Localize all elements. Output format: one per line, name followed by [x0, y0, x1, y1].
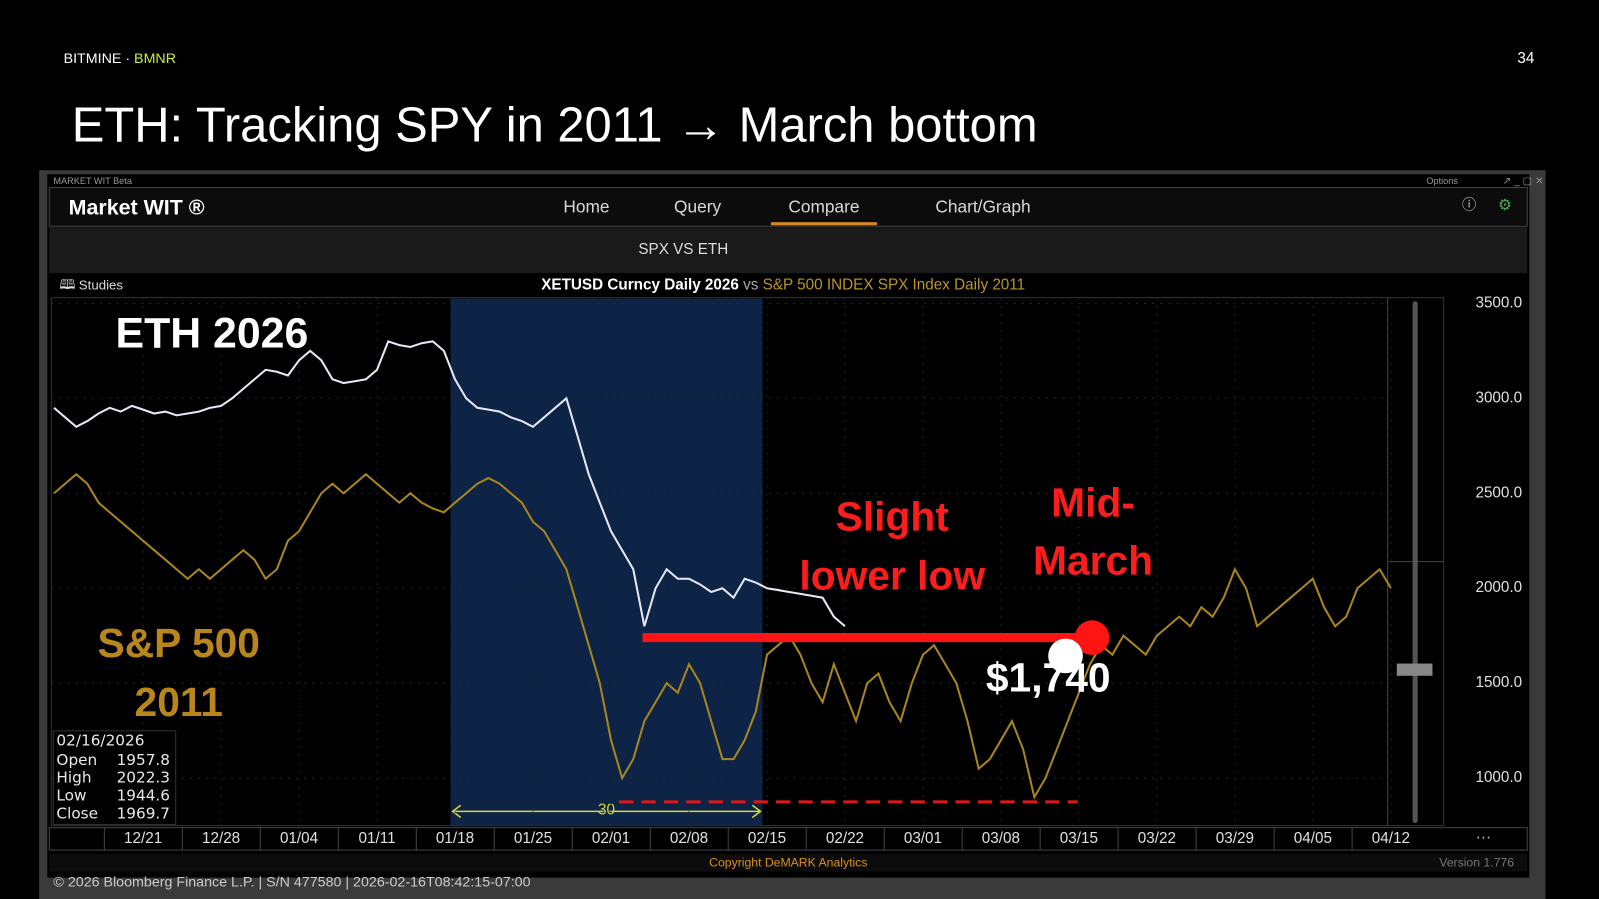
x-tick-label: 12/28: [202, 830, 240, 847]
annotation: ETH 2026: [116, 310, 309, 358]
annotation: 2011: [135, 679, 223, 725]
studies-label[interactable]: Studies: [79, 277, 124, 292]
annotation: Mid-: [1051, 479, 1135, 525]
separator: ·: [125, 51, 130, 67]
plot: 30 1000.0 1500.0 2000.0 2500.0 3000.0 3500.0 12…: [51, 294, 1522, 851]
nav-item[interactable]: Compare: [788, 197, 859, 217]
series-line: [53, 340, 846, 628]
arrow-head: [451, 804, 462, 819]
y-tick-label: 2500.0: [1475, 484, 1522, 501]
y-tick-label: 1000.0: [1475, 769, 1522, 786]
quote-value: 1957.8: [117, 751, 170, 769]
x-tick-label: 03/15: [1060, 830, 1098, 847]
status-bar: © 2026 Bloomberg Finance L.P. | S/N 4775…: [53, 874, 530, 890]
highlight-label: 30: [598, 801, 615, 818]
window-caption: MARKET WIT Beta: [53, 176, 132, 186]
annotation: lower low: [799, 553, 985, 599]
x-tick-label: 01/18: [436, 830, 474, 847]
x-tick-label: 03/22: [1138, 830, 1176, 847]
x-tick-label: 01/11: [359, 830, 396, 847]
x-tick-label: 04/05: [1294, 830, 1332, 847]
help-icon[interactable]: ⓘ: [1462, 197, 1476, 214]
vs: vs: [743, 276, 759, 293]
quote-box: [52, 730, 177, 826]
panel: [49, 227, 1528, 274]
annotation: Slight: [836, 494, 950, 540]
y-tick-label: 2000.0: [1475, 579, 1522, 596]
annotation: $1,740: [986, 655, 1111, 701]
quote-value: 1944.6: [117, 787, 170, 805]
nav: Home Query Compare Chart/Graph: [563, 197, 1031, 226]
chart-header: XETUSD Curncy Daily 2026 vs S&P 500 INDE…: [541, 276, 1025, 293]
x-tick-label: 12/21: [124, 830, 162, 847]
footer-bar: [49, 854, 1528, 872]
settings-icon[interactable]: ⚙: [1498, 197, 1512, 214]
app-name: Market WIT ®: [69, 196, 205, 220]
x-tick-label: 03/01: [904, 830, 942, 847]
quote-label: Open: [56, 751, 97, 769]
annotation: March: [1033, 537, 1153, 583]
status: © 2026 Bloomberg Finance L.P.: [53, 874, 254, 890]
legend-spx: S&P 500 INDEX SPX Index Daily 2011: [763, 276, 1026, 293]
y-tick-label: 3000.0: [1475, 389, 1522, 406]
x-tick-label: 03/08: [982, 830, 1020, 847]
quote-label: High: [56, 769, 91, 787]
x-tick-label: 01/04: [280, 830, 319, 847]
x-tick-label: 03/29: [1216, 830, 1254, 847]
window: [47, 174, 1530, 878]
quote-label: Low: [56, 787, 86, 805]
nav-active-underline: [770, 222, 877, 226]
annotation: S&P 500: [98, 620, 260, 666]
quote-value: 1969.7: [117, 804, 170, 822]
highlight-span: [450, 298, 763, 826]
x-tick-label: 02/01: [592, 830, 630, 847]
version: Version 1.776: [1439, 856, 1514, 870]
y-tick-label: 3500.0: [1475, 294, 1522, 311]
panel-title: SPX VS ETH: [638, 241, 728, 258]
quote-date: 02/16/2026: [56, 732, 144, 750]
marker-dot: [1074, 620, 1110, 655]
copyright: Copyright DeMARK Analytics: [709, 856, 867, 870]
x-tick-label: 04/12: [1372, 830, 1410, 847]
status: S/N 477580: [266, 874, 341, 890]
series-line: [53, 472, 1392, 800]
x-tick-label: 02/22: [826, 830, 864, 847]
ticker: BMNR: [134, 51, 176, 67]
nav-item[interactable]: Query: [674, 197, 721, 217]
marker-dot: [1048, 638, 1083, 674]
quote-value: 2022.3: [117, 769, 170, 787]
x-axis-bar: [48, 827, 1528, 851]
slider-handle[interactable]: [1396, 663, 1433, 676]
arrow-head: [751, 804, 762, 819]
x-tick-label: 01/25: [514, 830, 552, 847]
studies[interactable]: 🕮 Studies: [60, 277, 124, 292]
nav-item[interactable]: Chart/Graph: [935, 197, 1030, 217]
status: 2026-02-16T08:42:15-07:00: [353, 874, 531, 890]
x-tick-label: 02/08: [670, 830, 708, 847]
brand-line: BITMINE · BMNR: [64, 51, 176, 67]
quote-label: Close: [56, 804, 98, 822]
slide-title: ETH: Tracking SPY in 2011 → March bottom: [72, 98, 1038, 152]
window-controls[interactable]: ↗ _ ▢ ✕: [1503, 176, 1544, 187]
nav-item[interactable]: Home: [563, 197, 609, 217]
page-number: 34: [1517, 50, 1534, 67]
x-tick-label: 02/15: [748, 830, 786, 847]
legend-eth: XETUSD Curncy Daily 2026: [541, 276, 739, 293]
y-tick-label: 1500.0: [1475, 674, 1522, 691]
options[interactable]: Options: [1426, 176, 1458, 186]
more[interactable]: ···: [1476, 829, 1491, 846]
nav-bar: [48, 187, 1528, 227]
brand: BITMINE: [64, 51, 122, 67]
